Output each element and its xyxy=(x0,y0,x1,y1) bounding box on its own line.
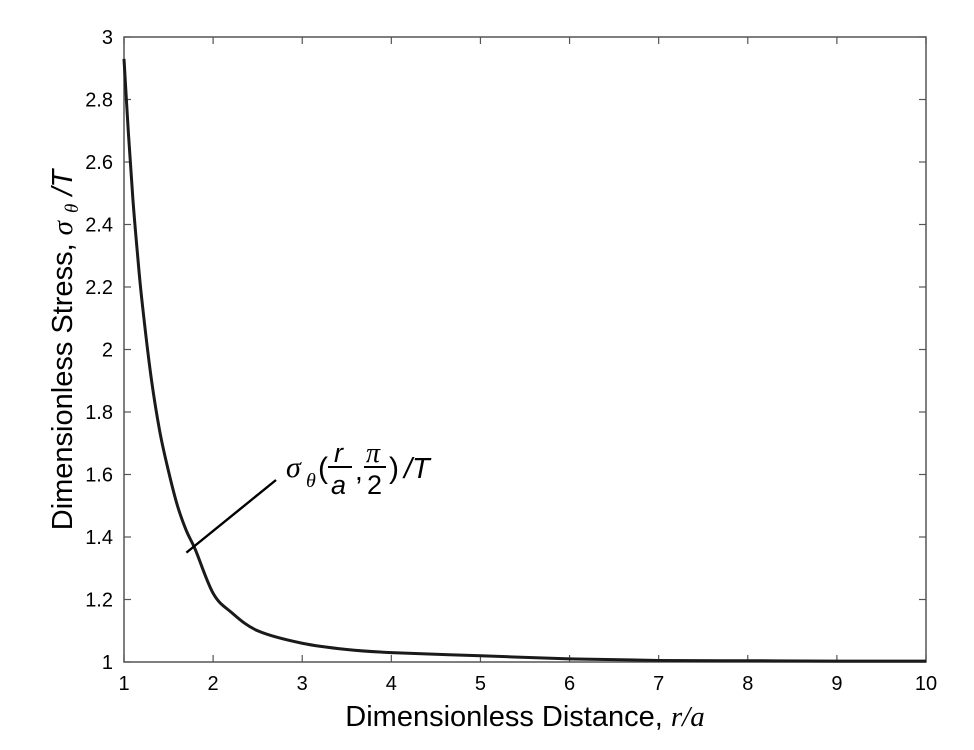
y-tick-label: 1.4 xyxy=(85,527,113,549)
x-axis-ticks: 1 2 3 4 5 6 7 8 9 10 xyxy=(118,37,937,695)
x-tick-label: 4 xyxy=(386,673,397,695)
annotation-close-paren: ) xyxy=(389,452,399,485)
y-tick-label: 1.8 xyxy=(85,402,113,424)
y-tick-label: 3 xyxy=(102,27,113,49)
x-tick-label: 10 xyxy=(915,673,937,695)
x-tick-label: 8 xyxy=(742,673,753,695)
annotation-open-paren: ( xyxy=(318,452,328,485)
y-tick-label: 2.2 xyxy=(85,277,113,299)
x-tick-label: 2 xyxy=(208,673,219,695)
y-axis-ticks: 1 1.2 1.4 1.6 1.8 2 2.2 2.4 2.6 2.8 3 xyxy=(85,27,926,674)
x-tick-label: 7 xyxy=(653,673,664,695)
y-tick-label: 2.6 xyxy=(85,152,113,174)
y-tick-label: 2.4 xyxy=(85,215,113,237)
annotation-frac2-num: π xyxy=(366,438,381,469)
plot-area xyxy=(123,36,927,663)
curve-annotation: σ θ ( r a , π 2 ) /T xyxy=(286,438,432,500)
y-axis-title-tail: /T xyxy=(47,167,79,197)
y-axis-title-sub: θ xyxy=(62,204,83,213)
annotation-comma: , xyxy=(355,455,363,486)
x-tick-label: 3 xyxy=(297,673,308,695)
x-axis-title-text: Dimensionless Distance, xyxy=(345,701,663,733)
x-tick-label: 9 xyxy=(831,673,842,695)
x-tick-label: 1 xyxy=(118,673,129,695)
annotation-pointer xyxy=(185,479,277,554)
y-tick-label: 1 xyxy=(102,652,113,674)
annotation-tail: /T xyxy=(402,453,432,485)
y-axis-title-text: Dimensionless Stress, xyxy=(47,243,79,530)
y-tick-label: 2 xyxy=(102,340,113,362)
y-axis-title-sigma: σ xyxy=(47,219,79,235)
x-tick-label: 6 xyxy=(564,673,575,695)
x-axis-title-var: r/a xyxy=(671,701,705,733)
y-tick-label: 1.2 xyxy=(85,590,113,612)
annotation-frac1-num: r xyxy=(334,438,344,468)
y-tick-label: 2.8 xyxy=(85,90,113,112)
annotation-sub: θ xyxy=(306,470,316,492)
annotation-sigma: σ xyxy=(286,451,302,484)
x-axis-title: Dimensionless Distance, r/a xyxy=(345,701,704,733)
x-tick-label: 5 xyxy=(475,673,486,695)
annotation-frac1-den: a xyxy=(331,470,346,500)
y-tick-label: 1.6 xyxy=(85,465,113,487)
y-axis-title: Dimensionless Stress, σ θ /T xyxy=(47,167,85,530)
annotation-frac2-den: 2 xyxy=(367,470,382,500)
stress-curve xyxy=(122,58,927,663)
